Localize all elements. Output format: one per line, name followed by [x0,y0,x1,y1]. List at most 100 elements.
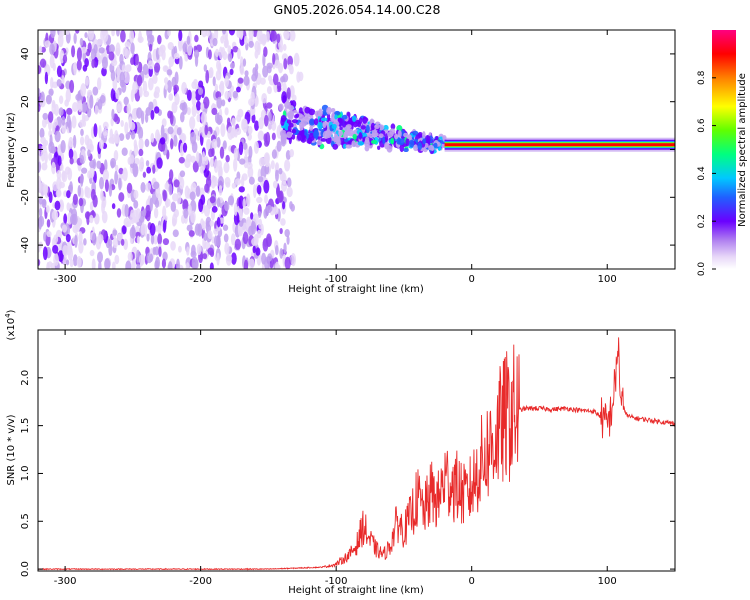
spectrogram-noise-cell [102,169,110,182]
spectrogram-noise-cell [224,75,230,88]
spectrogram-noise-cell [216,216,221,228]
spectrogram-noise-cell [290,252,297,267]
spectrogram-noise-cell [68,148,74,160]
spectrogram-noise-cell [280,180,288,192]
spectrogram-noise-cell [262,65,269,78]
spectrogram-noise-cell [200,102,205,111]
spectrogram-noise-cell [256,229,262,239]
snr-ytick-label: 0.0 [20,561,31,577]
spectrogram-noise-cell [198,198,204,213]
spectrogram-ytick-label: 40 [20,48,31,61]
spectrogram-noise-cell [212,37,218,47]
spectrogram-noise-cell [227,45,232,54]
spectrogram-noise-cell [207,49,212,60]
spectrogram-noise-cell [133,157,140,166]
spectrogram-noise-cell [133,139,138,149]
spectrogram-noise-cell [49,54,55,69]
spectrogram-noise-cell [89,249,95,257]
spectrogram-noise-cell [46,219,51,228]
spectrogram-noise-cell [264,256,271,269]
spectrogram-noise-cell [278,103,284,111]
spectrogram-signal-cell [351,140,356,148]
spectrogram-signal-cell [308,118,315,126]
spectrogram-noise-cell [216,234,221,248]
spectrogram-noise-cell [118,133,125,141]
spectrogram-noise-cell [238,141,244,156]
spectrogram-noise-cell [190,210,196,224]
colorbar-gradient [712,30,736,269]
spectrogram-noise-cell [178,156,185,164]
spectrogram-noise-cell [214,235,218,247]
spectrogram-noise-cell [54,103,59,116]
spectrogram-noise-cell [110,88,116,102]
spectrogram-noise-cell [287,64,294,71]
spectrogram-noise-cell [174,93,180,106]
spectrogram-signal-cell [322,130,330,139]
spectrogram-noise-cell [125,221,132,228]
spectrogram-noise-cell [287,55,294,67]
spectrogram-noise-cell [268,111,272,122]
spectrogram-noise-cell [206,138,212,151]
spectrogram-signal-cell [384,141,390,150]
spectrogram-noise-cell [216,114,223,125]
spectrogram-noise-cell [167,110,173,119]
spectrogram-noise-cell [226,117,231,126]
spectrogram-noise-cell [263,133,268,143]
spectrogram-noise-cell [101,67,107,77]
spectrogram-noise-cell [191,81,197,89]
spectrogram-noise-cell [289,201,293,210]
spectrogram-signal-cell [307,137,313,145]
spectrogram-noise-cell [72,254,78,267]
spectrogram-noise-cell [168,169,174,181]
spectrogram-noise-cell [168,56,175,68]
spectrogram-noise-cell [205,30,211,37]
spectrogram-noise-cell [293,52,300,67]
spectrogram-noise-cell [132,163,139,178]
spectrogram-noise-cell [91,58,96,69]
spectrogram-noise-cell [87,170,92,179]
spectrogram-noise-cell [164,182,170,190]
spectrogram-noise-cell [236,86,241,93]
spectrogram-noise-cell [90,188,96,201]
spectrogram-noise-cell [231,117,236,127]
spectrogram-xtick-label: 0 [469,274,475,285]
spectrogram-noise-cell [124,203,129,218]
spectrogram-noise-cell [237,48,241,60]
spectrogram-signal-cell [426,135,431,144]
spectrogram-noise-cell [231,182,236,189]
spectrogram-noise-cell [71,45,76,58]
spectrogram-noise-cell [162,251,168,261]
spectrogram-noise-cell [238,208,243,221]
spectrogram-noise-cell [81,46,88,54]
spectrogram-noise-cell [229,62,235,69]
spectrogram-noise-cell [49,134,53,147]
spectrogram-noise-cell [238,195,245,210]
spectrogram-noise-cell [228,89,234,99]
spectrogram-signal-cell [338,130,343,137]
snr-axes: -300 -200 -100 0 100 0.0 0.5 1.0 1.5 2.0 [20,330,675,587]
spectrogram-noise-cell [274,261,280,269]
spectrogram-noise-cell [38,215,43,230]
spectrogram-signal-cell [341,121,347,128]
spectrogram-noise-cell [103,159,108,172]
spectrogram-noise-cell [263,46,268,58]
spectrogram-noise-cell [108,51,115,61]
spectrogram-noise-cell [125,64,132,73]
spectrogram-noise-cell [235,127,242,136]
spectrogram-noise-cell [145,160,150,167]
spectrogram-noise-cell [79,119,85,128]
spectrogram-noise-cell [253,141,259,154]
spectrogram-signal-cell [403,132,408,138]
snr-xtick-label: -200 [189,576,212,587]
spectrogram-noise-cell [211,138,218,149]
spectrogram-noise-cell [133,189,139,200]
snr-ytick-label: 2.0 [20,370,31,386]
spectrogram-noise-cell [250,221,257,235]
spectrogram-noise-cell [296,71,301,83]
spectrogram-noise-cell [121,147,128,156]
spectrogram-noise-cell [191,91,196,100]
spectrogram-noise-cell [99,139,104,150]
spectrogram-noise-cell [87,42,92,53]
spectrogram-noise-cell [60,163,64,172]
spectrogram-noise-cell [280,75,286,83]
